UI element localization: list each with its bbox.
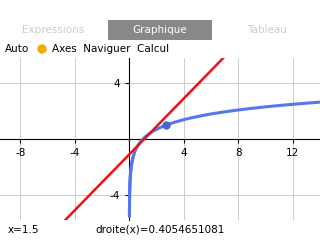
Text: shift: shift: [270, 5, 293, 15]
Circle shape: [38, 45, 46, 53]
Text: Auto: Auto: [5, 44, 29, 54]
Text: rad: rad: [6, 5, 27, 15]
Bar: [108, 20, 212, 40]
Bar: [315, 8, 317, 12]
Text: Tableau: Tableau: [247, 25, 287, 35]
Text: Expressions: Expressions: [22, 25, 84, 35]
Text: x=1.5: x=1.5: [8, 225, 39, 235]
Text: FONCTIONS: FONCTIONS: [119, 4, 201, 17]
Bar: [302, 6, 315, 14]
Text: droite(x)=0.4054651081: droite(x)=0.4054651081: [95, 225, 225, 235]
Bar: [303, 7, 313, 13]
Text: Axes  Naviguer  Calcul: Axes Naviguer Calcul: [52, 44, 169, 54]
Text: Graphique: Graphique: [132, 25, 188, 35]
